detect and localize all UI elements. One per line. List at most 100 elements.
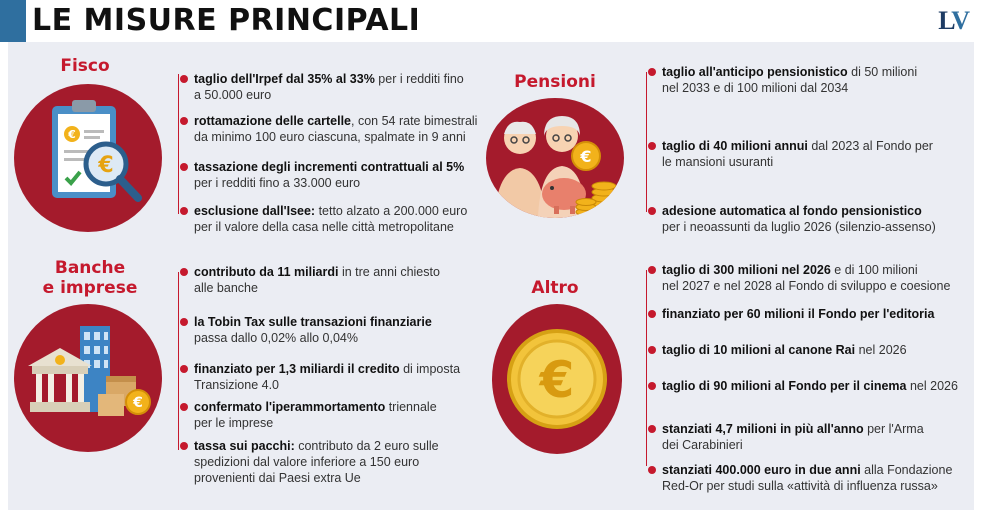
altro-item-1: taglio di 300 milioni nel 2026 e di 100 … [648,262,972,294]
bullet-dot [648,142,656,150]
fisco-item-2: rottamazione delle cartelle, con 54 rate… [180,113,484,145]
pensioni-title: Pensioni [514,72,596,92]
banche-item-line3: provenienti dai Paesi extra Ue [194,471,361,485]
banche-item-3: finanziato per 1,3 miliardi il credito d… [180,361,484,393]
fisco-item-rest: , con 54 rate bimestrali [351,114,478,128]
banche-title-line2: e imprese [42,278,138,298]
pensioni-item-3: adesione automatica al fondo pensionisti… [648,203,972,235]
pensioni-connector-line [646,72,647,212]
bullet-dot [180,403,188,411]
banche-item-4: confermato l'iperammortamento triennale … [180,399,484,431]
altro-item-4: taglio di 90 milioni al Fondo per il cin… [648,378,972,394]
pensioni-item-rest: di 50 milioni [847,65,918,79]
svg-text:€: € [132,395,143,411]
bullet-dot [648,266,656,274]
fisco-item-bold: taglio dell'Irpef dal 35% al 33% [194,72,375,86]
fisco-illustration: € € [14,84,162,232]
bullet-dot [648,466,656,474]
logo-letter-l: L [938,6,953,35]
fisco-item-rest: per i redditi fino [374,72,464,86]
bullet-dot [180,163,188,171]
bullet-dot [180,117,188,125]
banche-item-line2: passa dallo 0,02% allo 0,04% [194,331,359,345]
altro-item-bold: stanziati 4,7 milioni in più all'anno [662,422,864,436]
banche-item-line2: spedizioni dal valore inferiore a 150 eu… [194,455,420,469]
bullet-dot [180,318,188,326]
bullet-dot [180,268,188,276]
altro-item-bold: taglio di 10 milioni al canone Rai [662,343,856,357]
altro-item-rest: nel 2026 [906,379,958,393]
banche-connector-line [178,272,179,450]
bullet-dot [180,207,188,215]
pensioni-item-rest: dal 2023 al Fondo per [807,139,933,153]
page-title: LE MISURE PRINCIPALI [32,3,421,38]
pensioni-item-line2: le mansioni usuranti [662,155,774,169]
altro-item-rest: nel 2026 [855,343,907,357]
clipboard-euro-magnifier-icon: € € [52,100,142,202]
fisco-item-line2: per i redditi fino a 33.000 euro [194,176,361,190]
banche-item-rest: di imposta [399,362,461,376]
fisco-item-line2: a 50.000 euro [194,88,272,102]
fisco-item-bold: esclusione dall'Isee: [194,204,316,218]
bullet-dot [180,442,188,450]
content-panel [8,42,974,510]
altro-connector-line [646,270,647,466]
altro-item-rest: alla Fondazione [860,463,953,477]
altro-item-rest: e di 100 milioni [830,263,918,277]
title-bar: LE MISURE PRINCIPALI LV [0,0,982,42]
pensioni-item-2: taglio di 40 milioni annui dal 2023 al F… [648,138,962,170]
fisco-connector-line [178,74,179,214]
fisco-item-bold: rottamazione delle cartelle [194,114,352,128]
bullet-dot [648,425,656,433]
altro-item-bold: taglio di 90 milioni al Fondo per il cin… [662,379,907,393]
altro-item-bold: taglio di 300 milioni nel 2026 [662,263,831,277]
banche-title-line1: Banche [54,258,126,278]
fisco-item-line2: per il valore della casa nelle città met… [194,220,454,234]
altro-item-bold: finanziato per 60 milioni il Fondo per l… [662,307,935,321]
bullet-dot [648,382,656,390]
fisco-item-line2: da minimo 100 euro ciascuna, spalmate in… [194,130,466,144]
fisco-title: Fisco [60,56,110,76]
banche-item-bold: confermato l'iperammortamento [194,400,386,414]
altro-item-6: stanziati 400.000 euro in due anni alla … [648,462,972,494]
fisco-item-3: tassazione degli incrementi contrattuali… [180,159,484,191]
altro-item-bold: stanziati 400.000 euro in due anni [662,463,861,477]
svg-text:€: € [579,147,591,166]
elderly-couple-piggy-bank-icon: € [494,116,617,218]
pensioni-item-bold: taglio di 40 milioni annui [662,139,808,153]
pensioni-illustration: € [486,98,624,218]
banche-illustration: € [14,304,162,452]
altro-illustration: € [492,304,622,454]
bullet-dot [180,365,188,373]
bullet-dot [648,207,656,215]
lv-logo: LV [938,6,970,36]
banche-item-bold: la Tobin Tax sulle transazioni finanziar… [194,315,432,329]
pensioni-item-bold: adesione automatica al fondo pensionisti… [662,204,922,218]
altro-item-5: stanziati 4,7 milioni in più all'anno pe… [648,421,972,453]
pensioni-item-line2: nel 2033 e di 100 milioni dal 2034 [662,81,849,95]
bullet-dot [180,75,188,83]
bullet-dot [648,310,656,318]
altro-item-2: finanziato per 60 milioni il Fondo per l… [648,306,972,322]
banche-item-2: la Tobin Tax sulle transazioni finanziar… [180,314,484,346]
euro-coin-icon: € [507,329,607,429]
bank-buildings-icon: € [28,326,151,416]
fisco-item-rest: tetto alzato a 200.000 euro [315,204,468,218]
banche-item-line2: per le imprese [194,416,274,430]
altro-item-3: taglio di 10 milioni al canone Rai nel 2… [648,342,972,358]
title-accent-bar [0,0,26,42]
banche-item-rest: contributo da 2 euro sulle [294,439,439,453]
svg-text:€: € [97,153,113,178]
banche-item-rest: in tre anni chiesto [338,265,440,279]
banche-item-bold: finanziato per 1,3 miliardi il credito [194,362,400,376]
fisco-item-4: esclusione dall'Isee: tetto alzato a 200… [180,203,484,235]
fisco-item-bold: tassazione degli incrementi contrattuali… [194,160,465,174]
altro-item-line2: dei Carabinieri [662,438,743,452]
banche-item-1: contributo da 11 miliardi in tre anni ch… [180,264,484,296]
bullet-dot [648,346,656,354]
banche-item-rest: triennale [385,400,437,414]
bullet-dot [648,68,656,76]
altro-item-line2: nel 2027 e nel 2028 al Fondo di sviluppo… [662,279,951,293]
pensioni-item-bold: taglio all'anticipo pensionistico [662,65,848,79]
altro-title: Altro [531,278,579,298]
